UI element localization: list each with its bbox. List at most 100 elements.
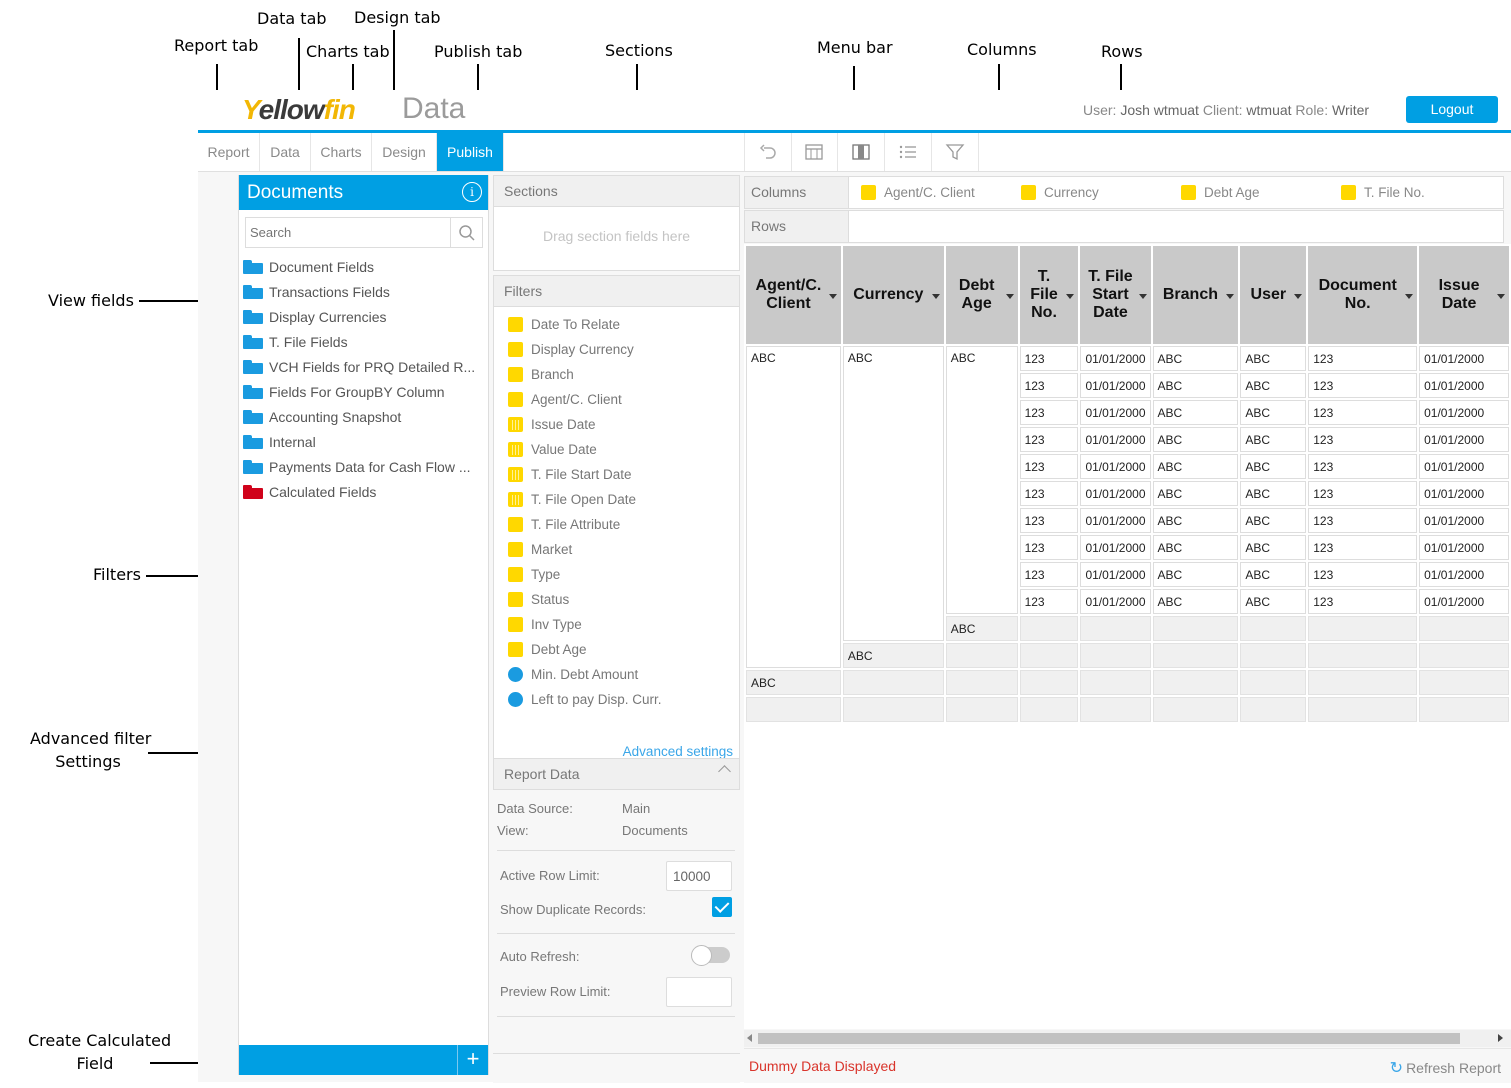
- column-header[interactable]: Branch: [1152, 246, 1239, 344]
- filter-item[interactable]: Type: [508, 562, 560, 587]
- folder-item[interactable]: Document Fields: [243, 255, 483, 280]
- table-cell: 01/01/2000: [1419, 454, 1509, 479]
- scroll-thumb[interactable]: [758, 1033, 1460, 1044]
- filter-item[interactable]: Value Date: [508, 437, 597, 462]
- filter-item[interactable]: T. File Start Date: [508, 462, 632, 487]
- table-row: 123 01/01/2000 ABC ABC 123 01/01/2000: [746, 481, 1509, 506]
- table-cell: 01/01/2000: [1419, 508, 1509, 533]
- table-cell: ABC: [945, 616, 1018, 641]
- advanced-settings-link[interactable]: Advanced settings: [622, 744, 733, 759]
- filter-item[interactable]: Issue Date: [508, 412, 596, 437]
- table-cell: 01/01/2000: [1419, 562, 1509, 587]
- column-header[interactable]: T. File No.: [1019, 246, 1079, 344]
- folder-item[interactable]: Internal: [243, 430, 483, 455]
- search-button[interactable]: [450, 218, 482, 247]
- column-header[interactable]: User: [1240, 246, 1307, 344]
- filter-item[interactable]: Left to pay Disp. Curr.: [508, 687, 662, 712]
- auto-refresh-toggle[interactable]: [691, 945, 730, 966]
- sections-drop-zone[interactable]: Drag section fields here: [493, 207, 740, 271]
- refresh-report-button[interactable]: ↻ Refresh Report: [1390, 1058, 1501, 1078]
- tab-report[interactable]: Report: [198, 133, 260, 171]
- search-input[interactable]: [246, 218, 448, 247]
- chevron-up-icon[interactable]: [718, 765, 731, 778]
- folder-item[interactable]: T. File Fields: [243, 330, 483, 355]
- filter-item[interactable]: Date To Relate: [508, 312, 620, 337]
- undo-button[interactable]: [744, 133, 792, 171]
- scroll-left-icon[interactable]: [747, 1034, 752, 1042]
- filter-item[interactable]: Min. Debt Amount: [508, 662, 638, 687]
- rows-bar[interactable]: Rows: [744, 210, 1504, 243]
- logout-button[interactable]: Logout: [1406, 96, 1498, 123]
- info-icon[interactable]: i: [462, 182, 482, 202]
- list-sort-button[interactable]: [885, 133, 932, 171]
- dropdown-caret-icon[interactable]: [1138, 294, 1147, 299]
- column-header[interactable]: Agent/C. Client: [746, 246, 841, 344]
- table-row: 123 01/01/2000 ABC ABC 123 01/01/2000: [746, 535, 1509, 560]
- filter-item[interactable]: T. File Open Date: [508, 487, 636, 512]
- dimension-icon: [508, 392, 523, 407]
- column-field-chip[interactable]: Currency: [1021, 177, 1099, 208]
- table-cell: [1419, 670, 1509, 695]
- tab-publish[interactable]: Publish: [437, 133, 504, 171]
- tab-data[interactable]: Data: [260, 133, 311, 171]
- table-cell: ABC: [1240, 508, 1307, 533]
- column-header[interactable]: Document No.: [1308, 246, 1418, 344]
- filter-item[interactable]: Status: [508, 587, 569, 612]
- folder-item[interactable]: VCH Fields for PRQ Detailed R...: [243, 355, 483, 380]
- auto-refresh-label: Auto Refresh:: [500, 949, 580, 964]
- column-header[interactable]: Issue Date: [1419, 246, 1509, 344]
- dropdown-caret-icon[interactable]: [931, 294, 940, 299]
- filter-item[interactable]: Debt Age: [508, 637, 587, 662]
- column-field-chip[interactable]: Agent/C. Client: [861, 177, 975, 208]
- folder-item[interactable]: Accounting Snapshot: [243, 405, 483, 430]
- active-row-limit-input[interactable]: 10000: [666, 861, 732, 891]
- dropdown-caret-icon[interactable]: [1066, 294, 1075, 299]
- columns-bar[interactable]: Columns Agent/C. Client Currency Debt Age T…: [744, 176, 1504, 209]
- table-columns-button[interactable]: [791, 133, 838, 171]
- table-row: 123 01/01/2000 ABC ABC 123 01/01/2000: [746, 508, 1509, 533]
- show-duplicates-checkbox[interactable]: [712, 897, 732, 917]
- table-cell: 123: [1308, 346, 1418, 371]
- column-settings-button[interactable]: [838, 133, 885, 171]
- filter-item[interactable]: Agent/C. Client: [508, 387, 622, 412]
- filter-item[interactable]: T. File Attribute: [508, 512, 620, 537]
- filter-item[interactable]: Branch: [508, 362, 574, 387]
- column-header[interactable]: Debt Age: [945, 246, 1018, 344]
- scroll-right-icon[interactable]: [1498, 1034, 1503, 1042]
- filter-button[interactable]: [932, 133, 979, 171]
- filter-item[interactable]: Inv Type: [508, 612, 582, 637]
- horizontal-scrollbar[interactable]: [744, 1030, 1511, 1047]
- dropdown-caret-icon[interactable]: [1226, 294, 1235, 299]
- tab-charts[interactable]: Charts: [311, 133, 372, 171]
- folder-item[interactable]: Display Currencies: [243, 305, 483, 330]
- dropdown-caret-icon[interactable]: [1005, 294, 1014, 299]
- column-field-chip[interactable]: Debt Age: [1181, 177, 1260, 208]
- folder-icon: [243, 335, 263, 349]
- yellowfin-logo[interactable]: Yellowfin: [242, 94, 356, 125]
- dropdown-caret-icon[interactable]: [1497, 294, 1505, 299]
- filter-item[interactable]: Display Currency: [508, 337, 634, 362]
- report-data-header[interactable]: Report Data: [493, 758, 740, 790]
- dropdown-caret-icon[interactable]: [1294, 294, 1303, 299]
- folder-item[interactable]: Transactions Fields: [243, 280, 483, 305]
- column-header-label: Document No.: [1318, 277, 1397, 312]
- dropdown-caret-icon[interactable]: [1405, 294, 1414, 299]
- column-field-chip[interactable]: T. File No.: [1341, 177, 1425, 208]
- filter-item[interactable]: Market: [508, 537, 572, 562]
- folder-item[interactable]: Payments Data for Cash Flow ...: [243, 455, 483, 480]
- calendar-icon: [508, 492, 523, 507]
- table-cell: ABC: [1152, 427, 1239, 452]
- folder-item[interactable]: Fields For GroupBY Column: [243, 380, 483, 405]
- column-header[interactable]: Currency: [842, 246, 944, 344]
- dropdown-caret-icon[interactable]: [828, 294, 837, 299]
- table-cell: 123: [1308, 454, 1418, 479]
- column-header-label: User: [1250, 286, 1287, 303]
- table-cell: [1152, 616, 1239, 641]
- preview-row-limit-input[interactable]: [666, 977, 732, 1007]
- folder-icon: [243, 285, 263, 299]
- filter-label: Inv Type: [531, 617, 582, 632]
- folder-item[interactable]: Calculated Fields: [243, 480, 483, 505]
- create-calculated-field-button[interactable]: +: [457, 1045, 488, 1075]
- tab-design[interactable]: Design: [372, 133, 437, 171]
- column-header[interactable]: T. File Start Date: [1080, 246, 1151, 344]
